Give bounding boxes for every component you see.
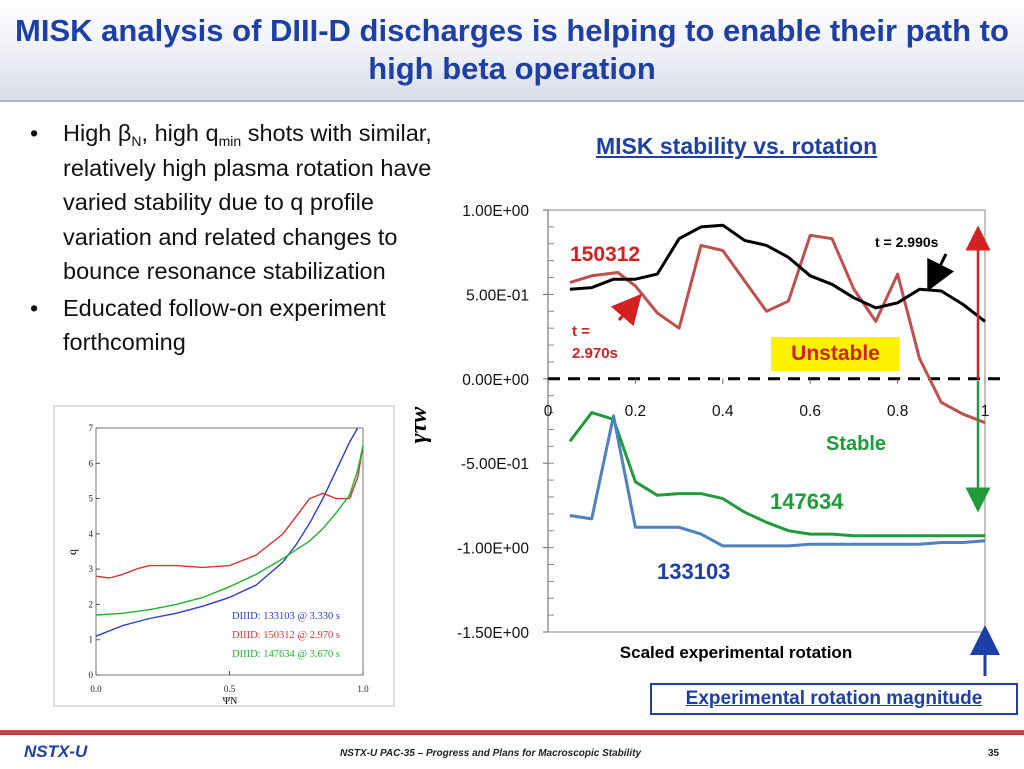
q-y-tick-label: 2 [89,599,94,609]
y-axis-label: γτw [406,406,432,444]
annotation-arrow-t2970 [610,293,642,327]
annotation-150312: 150312 [570,243,640,266]
y-tick-label: -1.50E+00 [457,625,529,642]
footer-title: NSTX-U PAC-35 – Progress and Plans for M… [340,748,642,759]
q-x-tick-label: 1.0 [357,684,369,694]
q-legend-entry: DIIID: 150312 @ 2.970 s [232,630,340,641]
experimental-rotation-box: Experimental rotation magnitude [650,683,1018,715]
y-tick-label: 0.00E+00 [462,372,529,389]
q-legend-entry: DIIID: 133103 @ 3.330 s [232,611,340,622]
q-series-line [95,445,364,579]
q-y-tick-label: 0 [89,670,94,680]
q-series-line [95,445,364,616]
q-axes: 0 1 2 3 4 5 6 7 0.0 0.5 1.0 [89,423,370,694]
bullet-text-part: , high q [141,120,219,146]
q-x-tick-label: 0.0 [90,684,102,694]
series-line-133103 [569,414,986,548]
annotation-t2990: t = 2.990s [875,234,939,250]
x-tick-label: 0 [544,403,553,420]
page-number: 35 [988,748,1000,759]
q-legend: DIIID: 133103 @ 3.330 s DIIID: 150312 @ 2… [232,611,340,660]
footer-rule [0,730,1024,734]
x-tick-label: 0.8 [887,403,909,420]
bullet-text-part: High β [63,120,132,146]
q-profile-chart: 0 1 2 3 4 5 6 7 0.0 0.5 1.0 q ΨN DIIID: 133103 @ 3… [53,405,395,707]
series-line-147634 [568,411,985,538]
x-axis-label: Scaled experimental rotation [620,643,852,662]
q-y-tick-label: 3 [89,564,94,574]
annotation-147634: 147634 [770,489,844,514]
x-tick-label: 1 [981,403,990,420]
annotation-t2970-line2: 2.970s [572,345,618,362]
q-y-tick-label: 1 [89,635,94,645]
bullet-subscript: N [131,133,142,149]
bullet-text: Educated follow-on experiment forthcomin… [63,294,386,356]
bullet-subscript: min [218,133,242,149]
y-tick-label: 5.00E-01 [466,287,529,304]
bullet-item: • Educated follow-on experiment forthcom… [30,291,460,360]
footer-logo-text: NSTX-U [24,742,88,761]
series-line-150312 [569,233,986,425]
bullet-glyph: • [30,294,39,321]
y-tick-label: -5.00E-01 [461,456,529,473]
title-bar [0,0,1024,102]
unstable-label: Unstable [771,337,900,371]
x-axis: 0 0.2 0.4 0.6 0.8 1 [544,377,1000,420]
q-legend-entry: DIIID: 147634 @ 3.670 s [232,649,340,660]
slide-title: MISK analysis of DIII-D discharges is he… [15,13,1009,86]
q-series-line [95,427,359,637]
x-tick-label: 0.6 [799,403,821,420]
y-tick-label: 1.00E+00 [462,203,529,220]
x-tick-label: 0.4 [712,403,734,420]
series-line-t-2-990s [569,223,986,323]
q-y-tick-label: 5 [89,494,94,504]
q-series-group [95,427,364,637]
bullet-text-part: shots with similar, relatively high plas… [63,120,432,284]
q-y-axis-label: q [65,549,79,555]
footer [0,734,1024,769]
chart-title: MISK stability vs. rotation [596,133,878,159]
q-x-tick-label: 0.5 [224,684,236,694]
bullet-glyph: • [30,120,39,146]
y-axis: 1.00E+00 5.00E-01 0.00E+00 -5.00E-01 -1.00E+… [457,203,986,642]
q-y-tick-label: 7 [89,423,94,433]
q-chart-frame [53,405,395,707]
series-group [568,223,986,548]
x-tick-label: 0.2 [625,403,647,420]
y-tick-label: -1.00E+00 [457,541,529,558]
q-y-tick-label: 4 [89,529,94,539]
annotation-arrow-t2990 [927,253,955,292]
annotation-t2970-line1: t = [572,323,590,340]
bullet-item: • High βN, high qmin shots with similar,… [30,116,460,289]
annotation-133103: 133103 [657,559,730,584]
bullet-list: • High βN, high qmin shots with similar,… [30,116,460,362]
annotation-stable: Stable [826,433,886,455]
q-y-tick-label: 6 [89,458,94,468]
q-x-axis-label: ΨN [223,696,238,707]
misk-stability-chart: 1.00E+00 5.00E-01 0.00E+00 -5.00E-01 -1.00E+… [406,203,1000,676]
